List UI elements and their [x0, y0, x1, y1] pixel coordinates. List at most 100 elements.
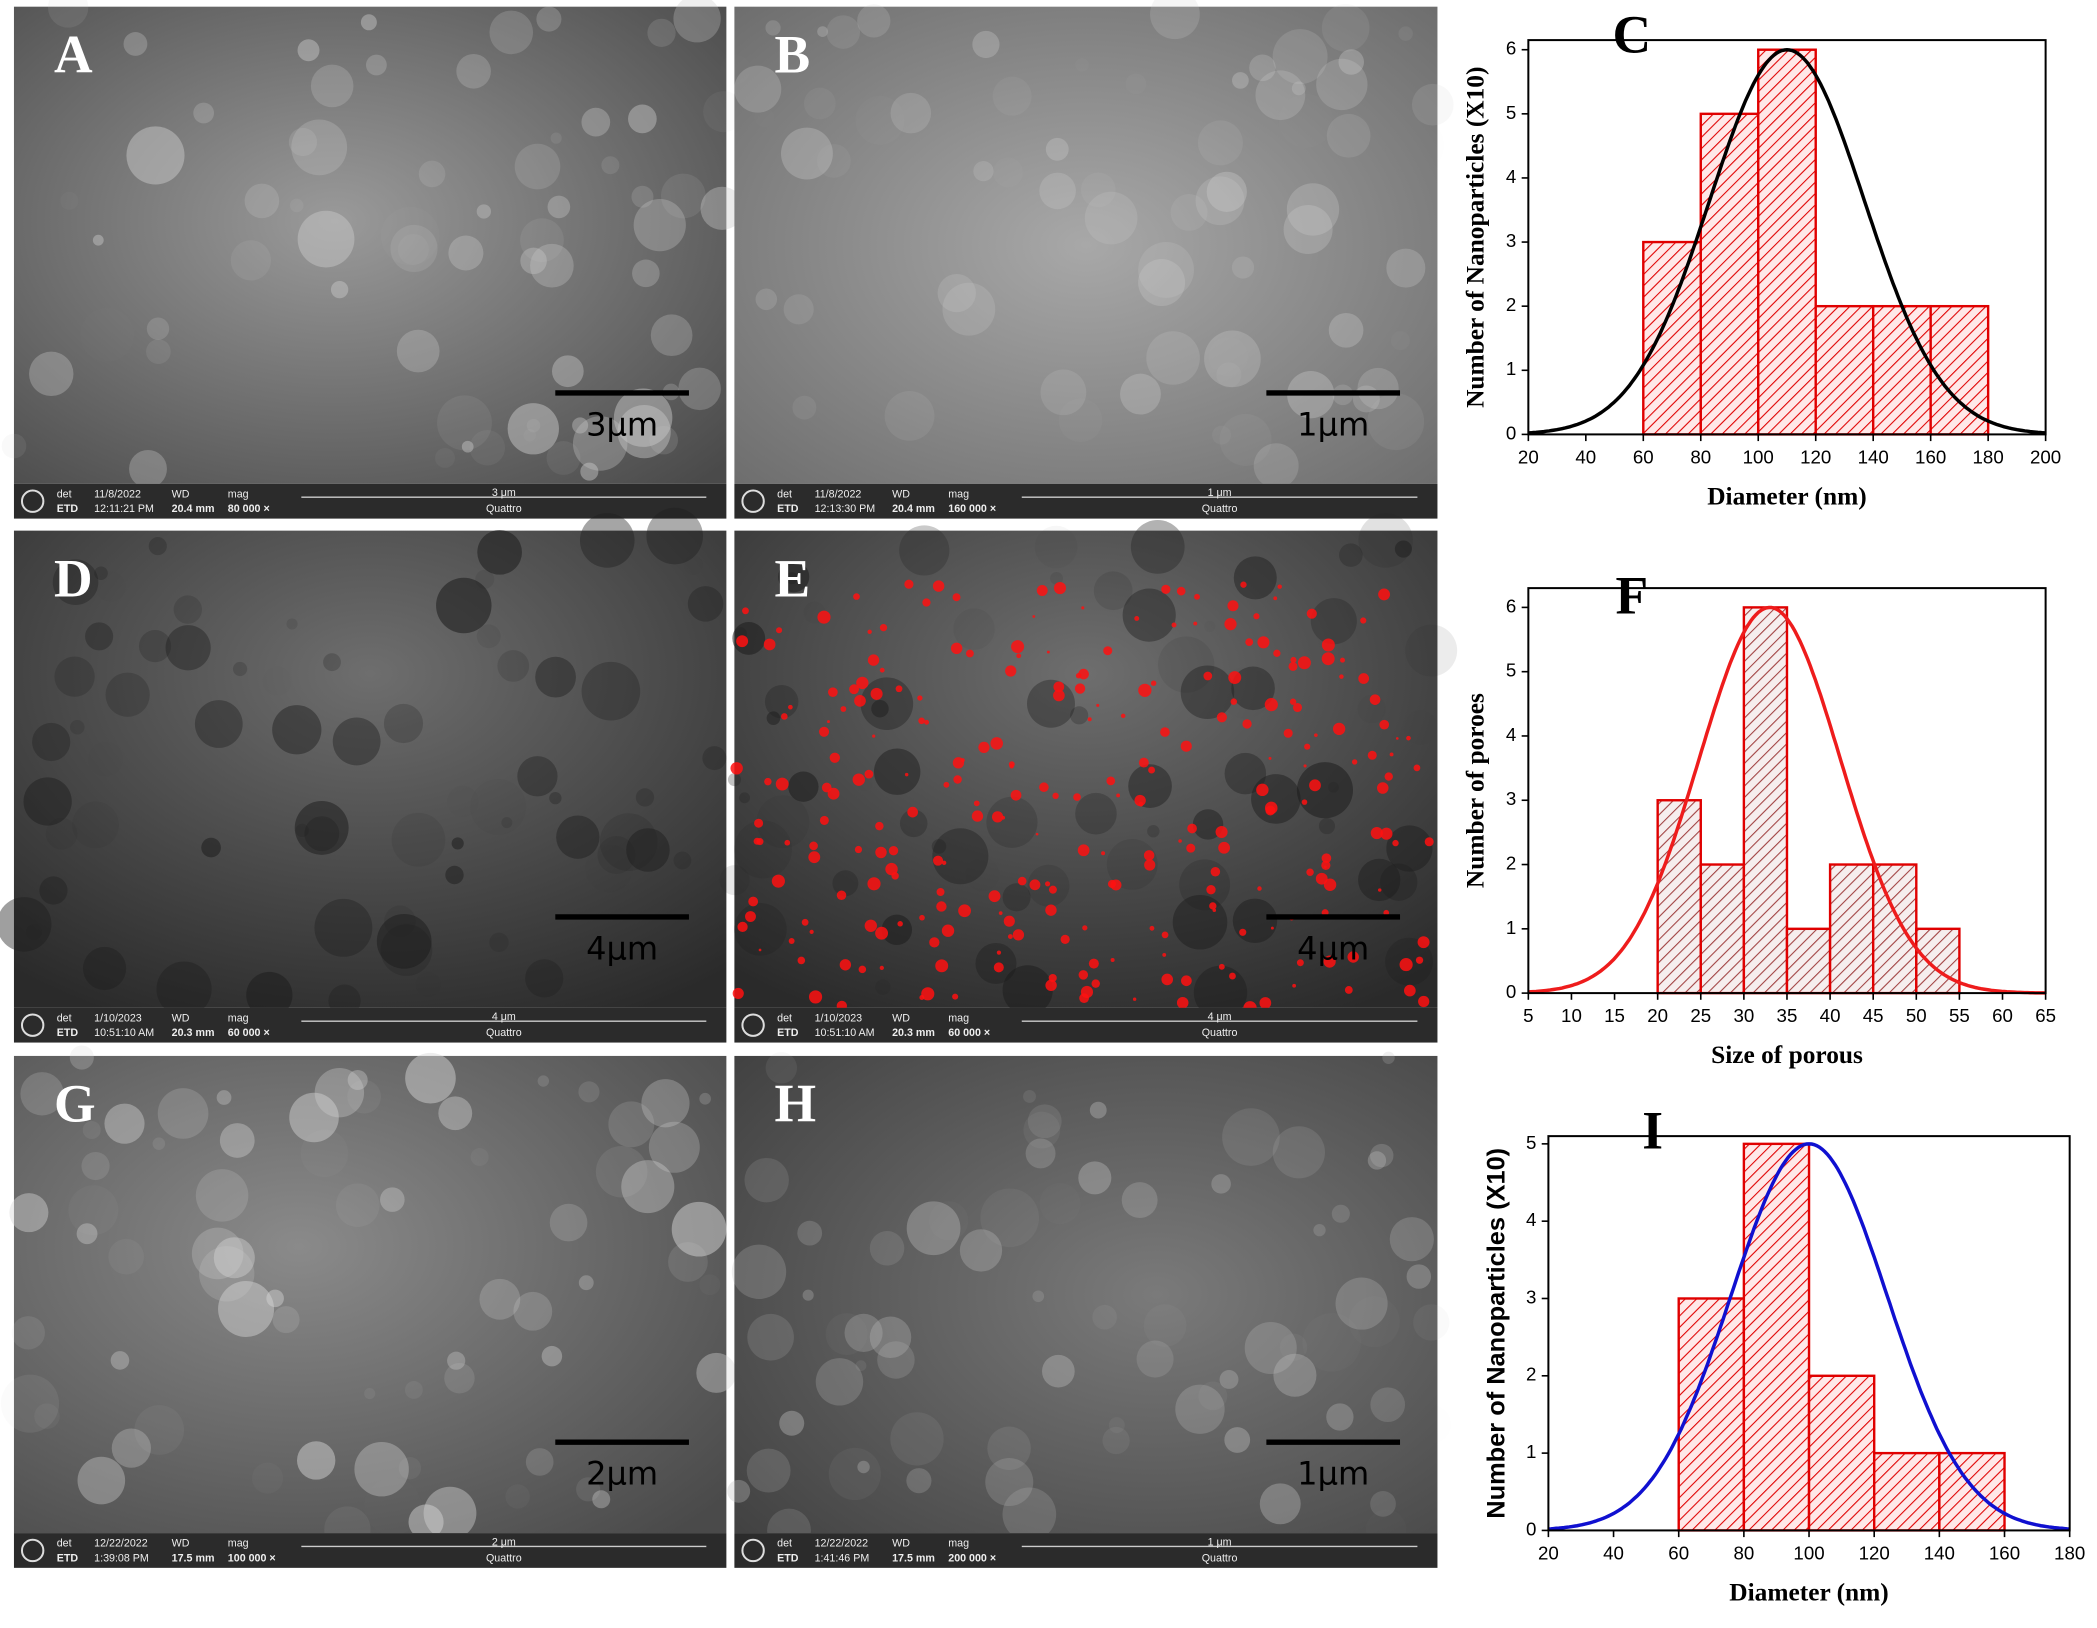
texture-blob [986, 796, 1038, 848]
texture-blob [778, 561, 810, 593]
y-tick-label: 1 [1506, 917, 1516, 938]
y-tick-label: 5 [1526, 1132, 1536, 1153]
info-text: WD [172, 488, 190, 500]
eds-dot [875, 846, 887, 859]
eds-dot [817, 610, 831, 624]
eds-dot [1215, 825, 1228, 839]
texture-blob [1070, 706, 1089, 725]
eds-dot [1077, 844, 1090, 857]
eds-dot [797, 956, 806, 965]
texture-blob [1125, 73, 1147, 95]
eds-dot [754, 818, 764, 828]
eds-dot [1080, 985, 1094, 999]
eds-dot [1228, 972, 1236, 980]
texture-blob [744, 1157, 789, 1203]
texture-blob [727, 773, 741, 787]
logo [20, 1538, 45, 1563]
texture-blob [1279, 1333, 1308, 1361]
eds-dot [1052, 792, 1059, 800]
info-text: 12:11:21 PM [94, 503, 154, 515]
eds-dot [1292, 983, 1297, 988]
texture-blob [1302, 1313, 1361, 1372]
texture-blob [1296, 762, 1353, 819]
scale-label: 4μm [586, 929, 658, 967]
y-tick-label: 3 [1506, 788, 1516, 809]
x-tick-label: 40 [1575, 446, 1596, 467]
eds-dot [929, 937, 940, 948]
sem-image [13, 6, 727, 484]
info-text: 3 μm [492, 487, 516, 499]
texture-blob [45, 817, 78, 850]
texture-blob [1222, 1108, 1280, 1166]
eds-dot [1045, 979, 1057, 992]
texture-blob [68, 1185, 119, 1236]
eds-dot [1016, 653, 1022, 659]
texture-blob [1198, 1381, 1228, 1411]
bar [1938, 1451, 2006, 1532]
eds-dot [840, 706, 847, 712]
info-text: 10:51:10 AM [815, 1027, 875, 1039]
info-text: det [57, 1012, 72, 1024]
eds-dot [1418, 995, 1430, 1008]
info-text: 1/10/2023 [815, 1012, 863, 1024]
texture-blob [1195, 176, 1245, 226]
texture-blob [649, 425, 678, 455]
texture-blob [461, 440, 474, 453]
texture-blob [797, 1220, 823, 1246]
texture-blob [755, 288, 778, 311]
y-tick-label: 3 [1506, 230, 1516, 251]
texture-blob [513, 1291, 553, 1331]
x-tick-label: 15 [1604, 1005, 1625, 1026]
scale-label: 2μm [586, 1455, 658, 1493]
fit-curve [1528, 47, 2046, 435]
texture-blob [105, 672, 150, 717]
x-tick-label: 140 [1924, 1542, 1955, 1563]
texture-blob [81, 1151, 110, 1181]
eds-dot [1176, 586, 1186, 596]
texture-blob [9, 1193, 49, 1233]
eds-dot [952, 993, 959, 1000]
eds-dot [1347, 951, 1359, 963]
eds-dot [1005, 665, 1017, 677]
eds-dot [858, 965, 867, 974]
eds-dot [1383, 909, 1390, 916]
bar [1785, 927, 1832, 995]
texture-blob [34, 1403, 60, 1429]
eds-dot [953, 775, 962, 784]
info-text: 200 000 × [948, 1552, 996, 1564]
texture-blob [263, 666, 292, 695]
eds-dot [1228, 671, 1242, 685]
eds-dot [1012, 929, 1025, 941]
texture-blob [194, 700, 243, 748]
eds-dot [867, 877, 881, 891]
texture-blob [959, 1229, 1003, 1272]
eds-dot [932, 580, 945, 592]
texture-blob [780, 127, 833, 180]
eds-dot [1380, 827, 1393, 840]
eds-dot [1009, 763, 1014, 769]
eds-dot [828, 687, 838, 698]
texture-blob [288, 127, 318, 157]
eds-dot [1110, 957, 1115, 963]
texture-blob [1259, 1483, 1301, 1525]
eds-dot [888, 845, 899, 856]
texture-blob [1380, 863, 1418, 901]
texture-blob [291, 119, 348, 176]
texture-blob [134, 1405, 185, 1455]
texture-blob [1102, 1426, 1130, 1455]
eds-dot [935, 959, 949, 973]
eds-dot [1143, 850, 1155, 861]
texture-blob [514, 143, 561, 190]
eds-dot [1370, 826, 1383, 840]
info-text: WD [172, 1012, 190, 1024]
texture-blob [608, 1101, 655, 1148]
texture-blob [1080, 172, 1116, 208]
texture-blob [1143, 1304, 1187, 1347]
y-tick-label: 1 [1526, 1441, 1536, 1462]
texture-blob [526, 418, 541, 433]
texture-blob [549, 791, 562, 805]
texture-blob [1286, 183, 1340, 236]
eds-dot [1413, 764, 1421, 772]
texture-blob [1389, 1217, 1434, 1262]
eds-dot [1257, 886, 1262, 891]
